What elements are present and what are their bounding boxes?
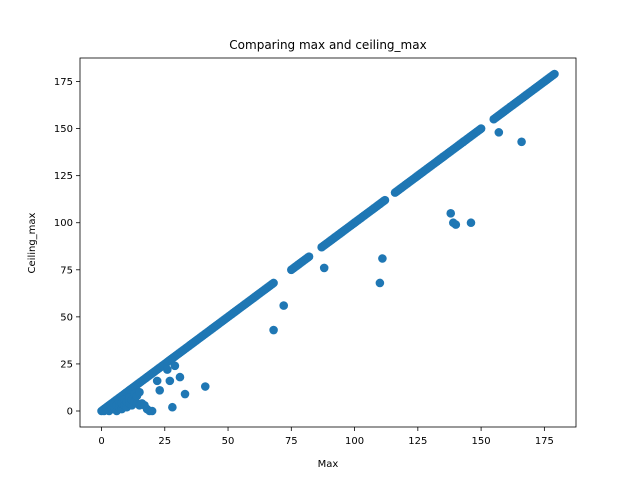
x-tick-label: 0 (98, 436, 104, 447)
data-point (269, 278, 278, 288)
data-point (494, 128, 504, 137)
y-axis-label: Ceiling_max (27, 212, 38, 273)
x-tick-label: 50 (222, 436, 235, 447)
data-point (451, 220, 461, 229)
x-tick-label: 25 (158, 436, 171, 447)
data-point (200, 382, 210, 391)
x-tick-label: 75 (285, 436, 298, 447)
data-point (378, 254, 387, 263)
y-tick-label: 150 (54, 124, 73, 135)
x-axis-ticks: 0 25 50 75 100 125 150 175 (98, 427, 554, 447)
y-tick-label: 0 (67, 406, 73, 417)
data-point (304, 252, 314, 261)
data-point (175, 372, 185, 382)
data-point (517, 137, 526, 147)
y-tick-label: 75 (60, 265, 73, 276)
x-tick-label: 175 (535, 436, 554, 447)
y-axis-ticks: 0 25 50 75 100 125 150 175 (54, 77, 80, 417)
data-point (319, 263, 329, 273)
data-point (180, 389, 190, 399)
data-point (152, 376, 162, 386)
data-point (135, 387, 144, 397)
data-point (550, 69, 559, 79)
data-point (380, 195, 390, 205)
chart-title: Comparing max and ceiling_max (229, 38, 426, 52)
x-tick-label: 150 (472, 436, 491, 447)
data-point (147, 406, 157, 416)
data-point (170, 361, 180, 371)
data-point (375, 278, 385, 288)
y-tick-label: 25 (60, 359, 73, 370)
plot-frame (79, 57, 577, 428)
data-point (476, 124, 486, 133)
x-tick-label: 100 (345, 436, 364, 447)
x-tick-label: 125 (408, 436, 427, 447)
data-point (165, 376, 175, 386)
y-tick-label: 175 (54, 77, 73, 88)
data-point (466, 218, 476, 228)
data-point (155, 385, 165, 395)
data-point (269, 325, 278, 335)
y-tick-label: 50 (60, 312, 73, 323)
data-point (446, 209, 456, 218)
data-point (168, 402, 177, 412)
y-tick-label: 125 (54, 171, 73, 182)
x-axis-label: Max (318, 459, 339, 470)
data-points (97, 69, 559, 416)
data-point (163, 365, 172, 374)
y-tick-label: 100 (54, 218, 73, 229)
data-point (279, 301, 289, 310)
